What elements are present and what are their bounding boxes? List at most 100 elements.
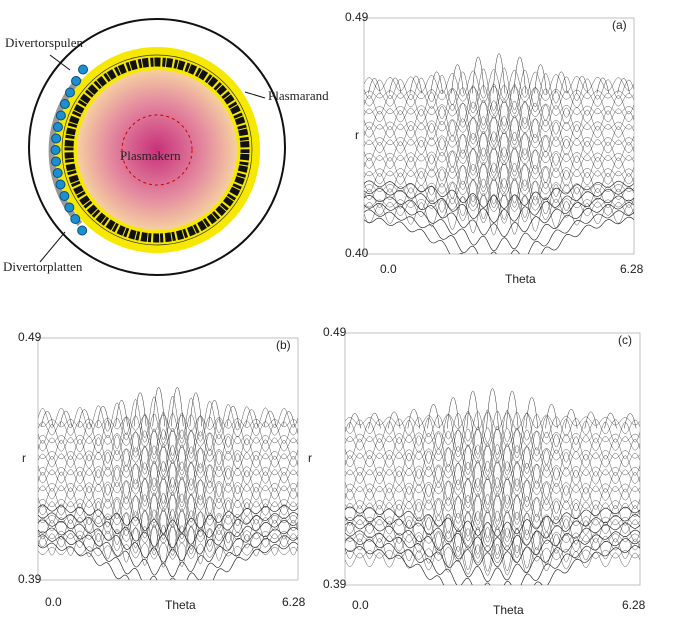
orbit — [38, 443, 298, 488]
spike — [505, 391, 519, 429]
orbit — [345, 510, 640, 543]
plasma-core — [77, 70, 237, 230]
panel-label: (b) — [276, 338, 291, 352]
y-top-label: 0.49 — [323, 325, 347, 339]
leader — [39, 231, 66, 263]
spike — [545, 404, 558, 429]
spike — [617, 78, 630, 94]
chaotic-layer — [64, 57, 250, 243]
orbit — [38, 414, 298, 432]
orbit — [38, 428, 298, 472]
orbit — [364, 117, 634, 135]
orbit — [364, 161, 634, 205]
plot-panel: 0.49 0.40 r 0.0 6.28 Theta (a) — [345, 10, 644, 286]
orbit — [38, 526, 298, 544]
coil — [55, 110, 66, 121]
spike — [263, 410, 277, 427]
orbit — [38, 527, 298, 577]
x-left-label: 0.0 — [380, 262, 397, 276]
orbit — [38, 462, 298, 480]
orbit — [38, 475, 298, 520]
spike — [430, 71, 443, 94]
orbit — [345, 459, 640, 506]
spike — [41, 411, 54, 427]
plot-panel: 0.49 0.39 r 0.0 6.28 Theta (c) — [308, 325, 646, 617]
orbit — [345, 545, 640, 585]
spike — [171, 387, 184, 427]
x-right-label: 6.28 — [622, 598, 646, 612]
orbit — [345, 495, 640, 514]
orbit — [345, 412, 640, 431]
spike — [208, 400, 221, 427]
orbit — [364, 216, 634, 254]
vessel — [28, 18, 286, 276]
orbit — [364, 176, 634, 220]
orbit — [364, 145, 634, 189]
orbit — [345, 545, 640, 564]
x-axis-label: Theta — [165, 598, 196, 612]
orbit — [364, 148, 634, 166]
coil — [52, 168, 63, 178]
x-axis-label: Theta — [493, 603, 524, 617]
orbit — [364, 162, 634, 193]
spike — [596, 77, 610, 94]
orbit — [364, 163, 634, 181]
y-top-label: 0.49 — [345, 10, 369, 24]
spike — [133, 392, 147, 427]
spike — [534, 64, 547, 94]
orbit — [38, 519, 298, 563]
x-axis-label: Theta — [505, 272, 536, 286]
y-bottom-label: 0.40 — [345, 246, 369, 260]
spike — [427, 404, 440, 429]
orbit — [345, 428, 640, 447]
spike — [387, 411, 401, 429]
orbit — [364, 146, 634, 178]
orbit — [345, 512, 640, 530]
spike — [407, 408, 421, 429]
spike — [245, 409, 258, 427]
plot-panel: 0.49 0.39 r 0.0 6.28 Theta (b) — [18, 330, 306, 612]
orbit — [38, 459, 298, 504]
spike — [368, 78, 381, 94]
orbit — [364, 192, 634, 236]
orbit — [345, 445, 640, 464]
orbit — [38, 512, 298, 548]
orbit — [345, 509, 640, 556]
orbit — [364, 83, 634, 127]
leader — [49, 54, 71, 71]
edge-label: Plasmarand — [268, 88, 329, 103]
spike — [388, 77, 402, 94]
orbit — [345, 442, 640, 489]
core-label: Plasmakern — [120, 148, 181, 163]
orbit — [364, 195, 634, 212]
spike — [451, 64, 464, 94]
orbit — [38, 525, 298, 556]
y-axis-label: r — [355, 128, 359, 142]
spike — [189, 392, 203, 427]
orbit — [364, 180, 634, 209]
orbit — [38, 445, 298, 476]
orbit — [345, 525, 640, 572]
orbit-set — [38, 387, 298, 580]
orbit — [38, 541, 298, 580]
orbit — [345, 425, 640, 472]
orbit — [345, 537, 640, 585]
orbit — [38, 510, 298, 528]
spike — [604, 412, 617, 429]
spike — [466, 391, 480, 429]
orbit — [364, 100, 634, 131]
orbit — [345, 475, 640, 522]
orbit — [345, 492, 640, 539]
plot-frame — [344, 332, 641, 586]
orbit — [364, 187, 634, 223]
orbit — [345, 460, 640, 493]
spike — [226, 405, 240, 427]
orbit — [364, 131, 634, 162]
orbit — [364, 179, 634, 197]
coil — [59, 191, 70, 201]
coil — [77, 225, 88, 236]
spike — [575, 75, 589, 94]
orbit — [38, 494, 298, 512]
x-left-label: 0.0 — [352, 598, 369, 612]
